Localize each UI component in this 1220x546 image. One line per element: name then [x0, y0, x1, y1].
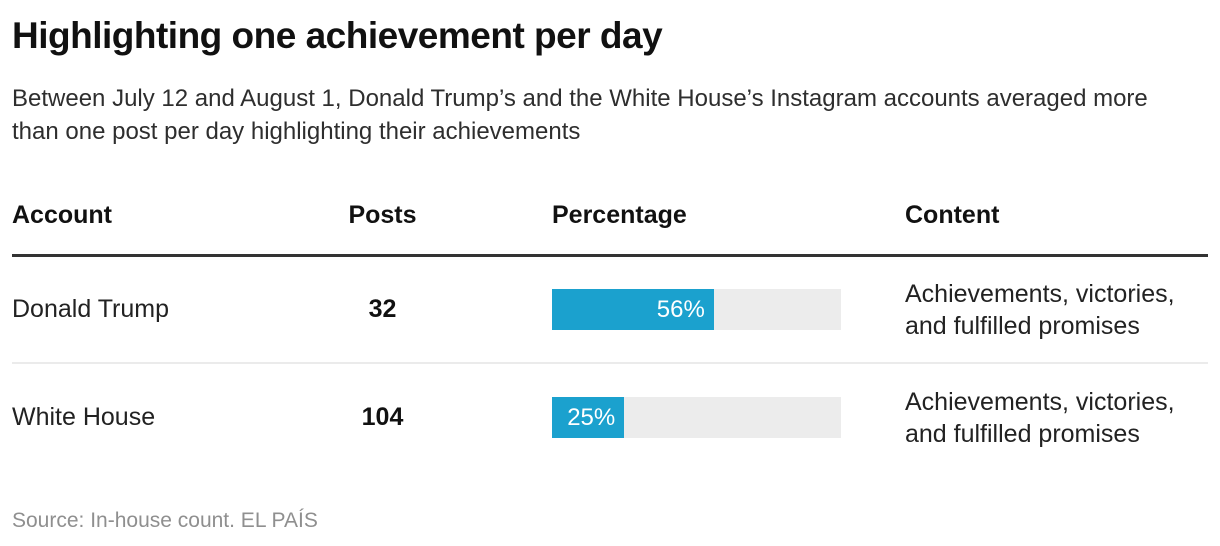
bar-value-label: 56%: [656, 295, 705, 323]
page-title: Highlighting one achievement per day: [12, 15, 663, 56]
bar-fill: 25%: [552, 397, 625, 438]
content-description: Achievements, victories, and fulfilled p…: [905, 387, 1175, 448]
column-header-content: Content: [905, 201, 1000, 229]
table-row: Donald Trump 32 56% Achievements, victor…: [12, 257, 1208, 364]
posts-value: 104: [361, 403, 404, 431]
data-table: Account Posts Percentage Content Donald …: [12, 200, 1208, 471]
source-credit: Source: In-house count. EL PAÍS: [12, 509, 318, 532]
account-label: Donald Trump: [12, 295, 170, 323]
subtitle: Between July 12 and August 1, Donald Tru…: [12, 85, 1148, 145]
content-description: Achievements, victories, and fulfilled p…: [905, 279, 1175, 340]
posts-value: 32: [368, 295, 397, 323]
column-header-posts: Posts: [348, 201, 417, 229]
column-header-percentage: Percentage: [552, 201, 687, 229]
bar-fill: 56%: [552, 289, 714, 330]
column-header-account: Account: [12, 201, 112, 229]
table-row: White House 104 25% Achievements, victor…: [12, 364, 1208, 471]
account-label: White House: [12, 403, 156, 431]
bar-track: 25%: [552, 397, 841, 438]
percentage-cell: 56%: [455, 289, 905, 330]
table-header-row: Account Posts Percentage Content: [12, 200, 1208, 257]
bar-track: 56%: [552, 289, 841, 330]
percentage-cell: 25%: [455, 397, 905, 438]
bar-value-label: 25%: [567, 403, 616, 431]
